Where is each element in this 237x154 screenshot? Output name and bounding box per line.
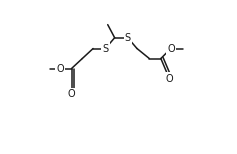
Text: S: S [125, 33, 131, 43]
Text: O: O [56, 64, 64, 73]
Text: S: S [102, 44, 109, 53]
Text: O: O [68, 89, 75, 99]
Text: O: O [165, 74, 173, 83]
Text: O: O [167, 44, 175, 53]
